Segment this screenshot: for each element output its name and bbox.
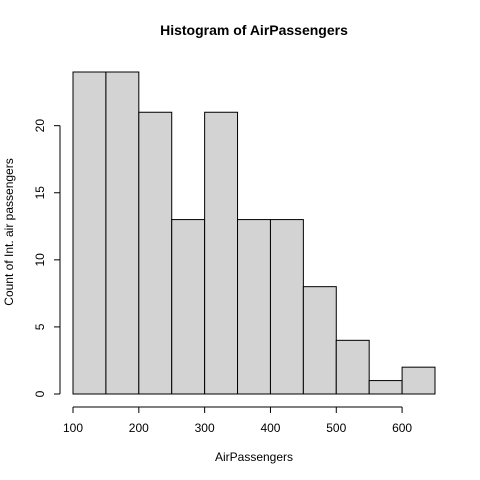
histogram-bar <box>368 380 403 395</box>
y-tick-label: 15 <box>33 186 47 200</box>
histogram-bar <box>302 286 337 395</box>
y-axis-label: Count of Int. air passengers <box>2 158 16 305</box>
histogram-bar <box>138 111 173 395</box>
x-tick-label: 600 <box>392 421 412 435</box>
x-tick-label: 400 <box>260 421 280 435</box>
histogram-bar <box>204 111 239 395</box>
histogram-bar <box>237 219 271 395</box>
x-tick-label: 100 <box>63 421 83 435</box>
y-tick-label: 20 <box>33 119 47 133</box>
y-axis: 0 5 10 15 20 <box>33 119 61 397</box>
histogram-bar <box>269 219 304 395</box>
chart-title: Histogram of AirPassengers <box>160 22 348 38</box>
histogram-bar <box>401 366 436 395</box>
x-tick-label: 200 <box>129 421 149 435</box>
histogram-bar <box>72 71 107 395</box>
x-axis-label: AirPassengers <box>215 450 293 464</box>
x-tick-label: 500 <box>326 421 346 435</box>
x-axis: 100 200 300 400 500 600 <box>63 406 412 435</box>
bars-group <box>72 71 436 395</box>
histogram-bar <box>335 339 370 395</box>
y-tick-label: 0 <box>33 390 47 397</box>
y-tick-label: 10 <box>33 253 47 267</box>
x-tick-label: 300 <box>195 421 215 435</box>
histogram-bar <box>171 219 206 395</box>
histogram-bar <box>105 71 140 395</box>
y-tick-label: 5 <box>33 323 47 330</box>
